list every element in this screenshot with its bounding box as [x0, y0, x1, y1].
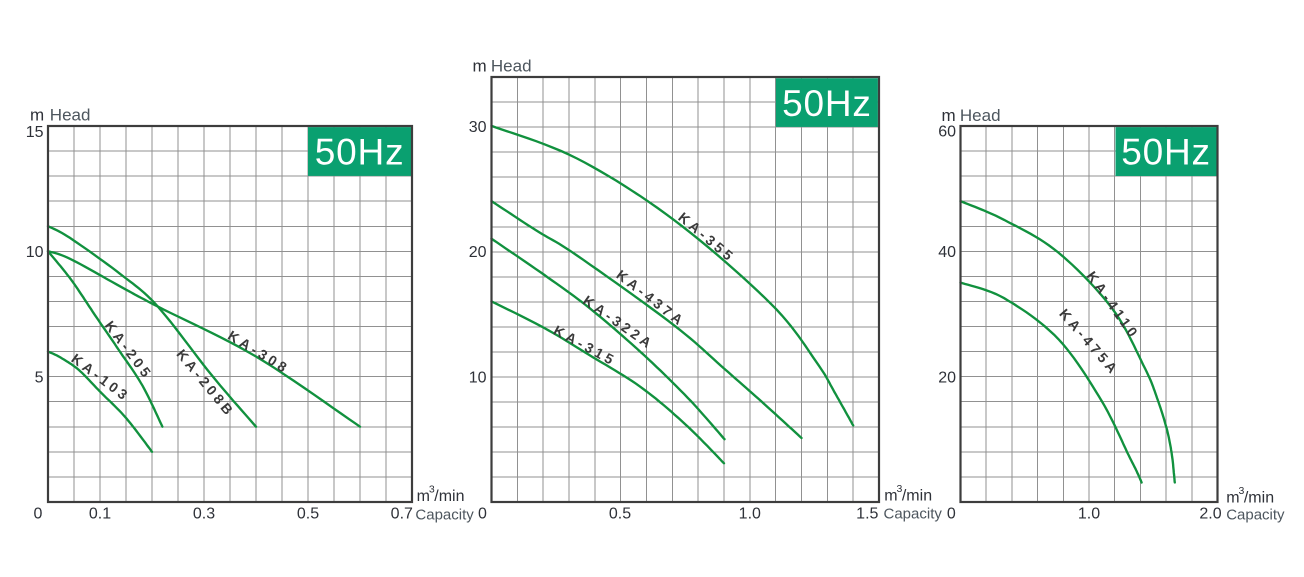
svg-text:40: 40 [938, 244, 956, 261]
svg-text:10: 10 [469, 369, 487, 386]
svg-text:m: m [30, 106, 44, 125]
svg-text:2.0: 2.0 [1199, 506, 1221, 523]
svg-text:0.5: 0.5 [297, 506, 319, 523]
svg-text:KA-205: KA-205 [102, 318, 156, 383]
svg-text:Head: Head [960, 106, 1001, 125]
svg-text:m3/min: m3/min [417, 484, 465, 506]
svg-text:1.0: 1.0 [1078, 506, 1100, 523]
svg-text:Capacity: Capacity [884, 506, 943, 523]
svg-text:50Hz: 50Hz [782, 83, 872, 124]
svg-text:m3/min: m3/min [1226, 485, 1274, 507]
svg-text:Head: Head [491, 57, 532, 76]
svg-text:Head: Head [50, 106, 91, 125]
svg-text:KA-315: KA-315 [551, 322, 619, 369]
svg-text:30: 30 [469, 119, 487, 136]
svg-text:m: m [473, 57, 487, 76]
svg-text:0.7: 0.7 [391, 506, 413, 523]
svg-text:m3/min: m3/min [884, 483, 932, 505]
svg-text:KA-4110: KA-4110 [1083, 268, 1142, 342]
svg-text:5: 5 [35, 369, 44, 386]
svg-text:60: 60 [938, 124, 956, 141]
svg-text:50Hz: 50Hz [315, 132, 405, 173]
svg-text:20: 20 [938, 369, 956, 386]
svg-text:0.1: 0.1 [89, 506, 111, 523]
svg-text:KA-355: KA-355 [675, 209, 738, 266]
svg-text:Capacity: Capacity [1226, 507, 1285, 524]
svg-text:10: 10 [26, 244, 44, 261]
svg-text:1.0: 1.0 [739, 506, 761, 523]
svg-text:KA-308: KA-308 [225, 327, 292, 377]
svg-text:20: 20 [469, 244, 487, 261]
svg-text:KA-208B: KA-208B [173, 346, 238, 420]
svg-text:0: 0 [947, 506, 956, 523]
svg-text:0.3: 0.3 [193, 506, 215, 523]
svg-text:Capacity: Capacity [415, 507, 474, 524]
svg-text:0: 0 [478, 506, 487, 523]
svg-text:m: m [942, 106, 956, 125]
svg-text:1.5: 1.5 [856, 506, 878, 523]
svg-text:0: 0 [34, 506, 43, 523]
svg-text:50Hz: 50Hz [1121, 132, 1211, 173]
svg-text:15: 15 [26, 124, 44, 141]
svg-text:0.5: 0.5 [609, 506, 631, 523]
